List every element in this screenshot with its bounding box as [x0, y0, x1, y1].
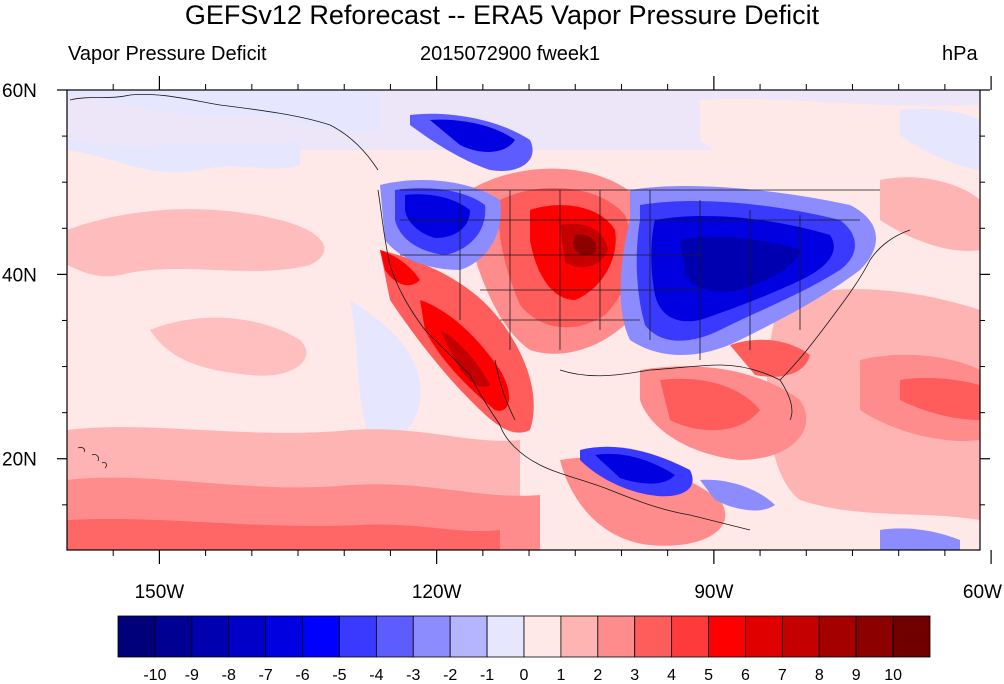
colorbar-label: 1 [556, 667, 565, 684]
colorbar-label: 5 [704, 667, 713, 684]
map-title: GEFSv12 Reforecast -- ERA5 Vapor Pressur… [184, 0, 820, 30]
latitude-axis: 60N 40N 20N [2, 81, 990, 471]
colorbar-swatch [855, 615, 894, 658]
colorbar-label: 9 [852, 667, 861, 684]
map-field [67, 90, 980, 550]
colorbar-label: 10 [884, 667, 902, 684]
colorbar-label: -9 [185, 667, 199, 684]
colorbar-label: 6 [741, 667, 750, 684]
lon-tick-label: 150W [135, 582, 185, 603]
colorbar-swatch [486, 615, 525, 658]
colorbar-swatch [265, 615, 303, 658]
colorbar-swatch [634, 615, 673, 658]
colorbar-labels: -10 -9 -8 -7 -6 -5 -4 -3 -2 -1 0 1 2 3 4 5 6 7 8 9 10 [143, 667, 902, 684]
colorbar-swatch [560, 615, 599, 658]
colorbar-label: -7 [259, 667, 273, 684]
lon-tick-label: 90W [694, 582, 733, 603]
lon-tick-label: 120W [412, 582, 462, 603]
colorbar-swatch [597, 615, 636, 658]
colorbar-swatch [302, 615, 340, 658]
colorbar-label: 7 [778, 667, 787, 684]
colorbar-label: -5 [332, 667, 346, 684]
colorbar-label: 4 [667, 667, 676, 684]
colorbar-label: 3 [630, 667, 639, 684]
colorbar-swatch [339, 615, 377, 658]
lat-tick-label: 20N [2, 450, 37, 471]
colorbar-swatch [708, 615, 746, 658]
colorbar-swatch [117, 615, 156, 658]
colorbar-label: 0 [520, 667, 529, 684]
colorbar-label: -6 [295, 667, 309, 684]
colorbar-swatch [449, 615, 488, 658]
colorbar-swatch [892, 615, 931, 658]
date-label: 2015072900 fweek1 [420, 43, 601, 65]
units-label: hPa [942, 43, 978, 65]
lat-tick-label: 60N [2, 81, 37, 102]
longitude-axis: 150W 120W 90W 60W [135, 76, 1002, 603]
minor-ticks [62, 84, 985, 556]
colorbar-label: -1 [480, 667, 494, 684]
colorbar-label: -2 [443, 667, 457, 684]
colorbar [117, 615, 931, 658]
colorbar-label: -8 [222, 667, 236, 684]
colorbar-swatch [154, 615, 193, 658]
colorbar-label: -3 [406, 667, 420, 684]
colorbar-label: -4 [369, 667, 383, 684]
colorbar-swatch [375, 615, 414, 658]
colorbar-swatch [228, 615, 267, 658]
colorbar-swatch [191, 615, 230, 658]
coastlines [69, 94, 911, 531]
colorbar-swatch [745, 615, 783, 658]
colorbar-swatch [523, 615, 562, 658]
lon-tick-label: 60W [963, 582, 1002, 603]
colorbar-label: -10 [143, 667, 166, 684]
colorbar-swatch [671, 615, 709, 658]
colorbar-swatch [781, 615, 820, 658]
colorbar-label: 2 [593, 667, 602, 684]
colorbar-label: 8 [815, 667, 824, 684]
colorbar-swatch [818, 615, 857, 658]
lat-tick-label: 40N [2, 265, 37, 286]
variable-label: Vapor Pressure Deficit [68, 43, 267, 65]
colorbar-swatch [412, 615, 451, 658]
